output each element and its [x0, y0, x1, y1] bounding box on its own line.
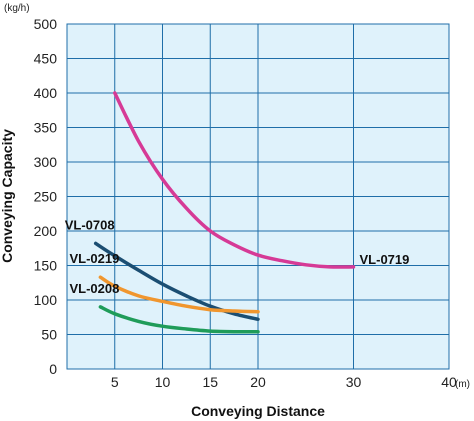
series-line-vl-0208	[98, 305, 260, 334]
series-line-vl-0219	[98, 275, 260, 314]
series-line-vl-0708	[93, 241, 260, 322]
y-tick-label: 50	[41, 327, 57, 343]
x-tick-labels: 5 10 15 20 30 40	[111, 374, 457, 390]
x-tick-label: 40	[441, 374, 457, 390]
y-tick-labels: 0 50 100 150 200 250 300 350 400 450 500	[34, 16, 58, 377]
y-tick-label: 250	[34, 189, 58, 205]
y-tick-label: 350	[34, 120, 58, 136]
x-tick-label: 10	[155, 374, 171, 390]
y-tick-label: 300	[34, 154, 58, 170]
x-tick-label: 5	[111, 374, 119, 390]
y-tick-label: 500	[34, 16, 58, 32]
series-label-vl-0208: VL-0208	[69, 281, 119, 296]
x-tick-label: 30	[346, 374, 362, 390]
plot-frame	[66, 23, 450, 370]
y-axis-title: Conveying Capacity	[0, 129, 15, 263]
series-labels: VL-0719 VL-0708 VL-0219 VL-0208	[65, 217, 410, 295]
y-tick-label: 0	[49, 361, 57, 377]
series-label-vl-0719: VL-0719	[360, 252, 410, 267]
series-lines	[93, 91, 356, 334]
series-label-vl-0708: VL-0708	[65, 217, 115, 232]
x-axis-title: Conveying Distance	[191, 403, 325, 419]
x-unit-label: (m)	[455, 379, 470, 390]
y-tick-label: 400	[34, 85, 58, 101]
y-tick-label: 450	[34, 51, 58, 67]
series-label-vl-0219: VL-0219	[69, 251, 119, 266]
y-tick-label: 100	[34, 292, 58, 308]
y-unit-label: (kg/h)	[4, 3, 30, 14]
x-tick-label: 15	[202, 374, 218, 390]
y-tick-label: 150	[34, 258, 58, 274]
y-tick-label: 200	[34, 223, 58, 239]
series-line-vl-0719	[113, 91, 356, 269]
x-tick-label: 20	[250, 374, 266, 390]
